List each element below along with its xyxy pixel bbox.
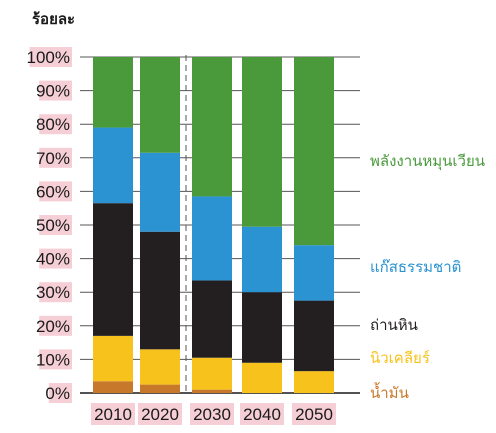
tick-label-bg <box>39 282 72 303</box>
bars <box>93 57 334 393</box>
tick-label-bg <box>91 403 135 425</box>
y-tick-label: 100% <box>27 48 70 67</box>
legend: น้ำมัน นิวเคลียร์ ถ่านหิน แก๊สธรรมชาติ พลังง… <box>370 152 485 402</box>
legend-label: ถ่านหิน <box>370 316 418 334</box>
bar-segment <box>294 57 334 246</box>
bar-segment <box>294 245 334 301</box>
y-axis-title: ร้อยละ <box>32 10 75 28</box>
legend-label: แก๊สธรรมชาติ <box>370 258 461 276</box>
bar-segment <box>294 371 334 393</box>
tick-label-bg <box>39 147 72 168</box>
y-tick-label: 50% <box>36 216 70 235</box>
x-tick-label: 2020 <box>141 405 179 424</box>
tick-label-bg <box>39 114 72 135</box>
bar-segment <box>242 57 282 227</box>
bar-segment <box>192 389 232 393</box>
y-tick-label: 60% <box>36 182 70 201</box>
bar-segment <box>93 335 133 382</box>
legend-label: น้ำมัน <box>370 382 409 402</box>
bar-segment <box>140 152 180 232</box>
tick-label-bg <box>39 215 72 235</box>
x-tick-label: 2050 <box>295 405 333 424</box>
bar-segment <box>140 231 180 350</box>
tick-label-bg <box>29 47 73 67</box>
bar-segment <box>140 384 180 393</box>
y-tick-label: 0% <box>45 384 70 403</box>
bar-segment <box>93 381 133 393</box>
bar-segment <box>192 196 232 281</box>
tick-label-bg <box>39 349 72 370</box>
tick-label-bg <box>138 403 182 425</box>
y-tick-label: 90% <box>36 82 70 101</box>
tick-label-bg <box>39 80 72 101</box>
x-tick-label: 2040 <box>243 405 281 424</box>
legend-label: นิวเคลียร์ <box>370 349 430 367</box>
bar-segment <box>140 57 180 153</box>
y-tick-label: 10% <box>36 350 70 369</box>
tick-label-bg <box>48 383 72 403</box>
bar-segment <box>242 292 282 363</box>
y-tick-label: 30% <box>36 283 70 302</box>
bar-segment <box>140 349 180 385</box>
bar-segment <box>93 127 133 204</box>
bar-segment <box>242 362 282 393</box>
bar-segment <box>294 300 334 372</box>
y-tick-label: 40% <box>36 250 70 269</box>
x-tick-labels: 2010 2020 2030 2040 2050 <box>91 403 336 425</box>
tick-label-bg <box>39 181 72 202</box>
bar-segment <box>93 57 133 128</box>
y-tick-labels: 0% 10% 20% 30% 40% 50% 60% 70% 80% 90% 100% <box>27 47 73 403</box>
tick-label-bg <box>190 403 234 425</box>
legend-label: พลังงานหมุนเวียน <box>370 152 485 171</box>
bar-segment <box>192 280 232 358</box>
tick-label-bg <box>240 403 284 425</box>
y-tick-label: 20% <box>36 317 70 336</box>
tick-label-bg <box>39 315 72 336</box>
y-tick-label: 80% <box>36 115 70 134</box>
bar-segment <box>192 57 232 197</box>
tick-label-bg <box>39 248 72 269</box>
tick-label-bg <box>292 403 336 425</box>
bar-segment <box>242 226 282 293</box>
bar-segment <box>192 357 232 390</box>
bar-segment <box>93 203 133 336</box>
y-tick-label: 70% <box>36 149 70 168</box>
x-tick-label: 2030 <box>193 405 231 424</box>
x-tick-label: 2010 <box>94 405 132 424</box>
